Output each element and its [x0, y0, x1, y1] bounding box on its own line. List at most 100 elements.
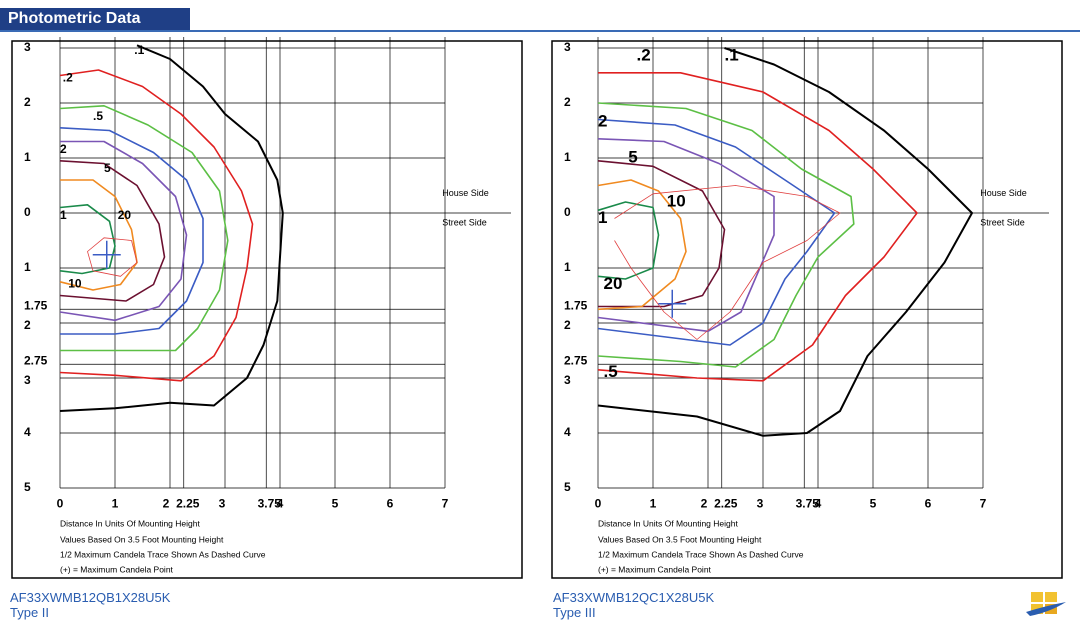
isofootcandle-contour [597, 102, 855, 368]
y-axis-label: 2 [24, 95, 31, 109]
note: 1/2 Maximum Candela Trace Shown As Dashe… [60, 549, 266, 559]
isofootcandle-contour [59, 160, 166, 302]
y-axis-label: 4 [564, 425, 571, 439]
y-axis-label: 3 [24, 40, 31, 54]
contour-label: 5 [628, 147, 637, 166]
side-label: Street Side [980, 217, 1025, 227]
contour-label: 20 [118, 208, 132, 222]
y-axis-label: 1.75 [564, 298, 588, 312]
logo [1026, 592, 1066, 616]
isofootcandle-contour [597, 201, 660, 280]
y-axis-label: 3 [564, 373, 571, 387]
isofootcandle-contour [597, 160, 726, 308]
y-axis-label: 5 [564, 480, 571, 494]
isofootcandle-contour [597, 47, 973, 437]
isofootcandle-contour [597, 138, 775, 333]
y-axis-label: 2 [24, 318, 31, 332]
note: Values Based On 3.5 Foot Mounting Height [598, 534, 762, 544]
y-axis-label: 2.75 [564, 353, 588, 367]
contour-label: .5 [93, 109, 103, 123]
y-axis-label: 2.75 [24, 353, 48, 367]
x-axis-label: 3 [219, 497, 226, 511]
x-axis-label: 7 [980, 497, 987, 511]
max-candela-point [92, 240, 121, 269]
note: Values Based On 3.5 Foot Mounting Height [60, 534, 224, 544]
panel-frame [551, 40, 1063, 579]
max-candela-point [658, 289, 687, 318]
isofootcandle-contour [597, 118, 836, 346]
isofootcandle-contour [59, 204, 116, 275]
caption-model: AF33XWMB12QC1X28U5K [553, 590, 715, 605]
y-axis-label: 1 [24, 150, 31, 164]
y-axis-label: 1.75 [24, 298, 48, 312]
x-axis-label: 3 [757, 497, 764, 511]
note: 1/2 Maximum Candela Trace Shown As Dashe… [598, 549, 804, 559]
contour-label: 20 [604, 274, 623, 293]
contour-label: .1 [725, 46, 739, 65]
x-axis-label: 4 [815, 497, 822, 511]
x-axis-label: 2.25 [176, 497, 200, 511]
contour-label: .1 [134, 43, 144, 57]
isofootcandle-contour [597, 72, 918, 382]
x-axis-label: 2 [701, 497, 708, 511]
x-axis-label: 7 [442, 497, 449, 511]
contour-label: 2 [598, 112, 607, 131]
contour-label: 1 [598, 208, 607, 227]
x-axis-label: 6 [925, 497, 932, 511]
x-axis-label: 0 [57, 497, 64, 511]
note: Distance In Units Of Mounting Height [60, 518, 200, 528]
x-axis-label: 5 [870, 497, 877, 511]
y-axis-label: 1 [564, 150, 571, 164]
y-axis-label: 3 [564, 40, 571, 54]
y-axis-label: 1 [564, 260, 571, 274]
y-axis-label: 3 [24, 373, 31, 387]
x-axis-label: 2 [163, 497, 170, 511]
x-axis-label: 5 [332, 497, 339, 511]
x-axis-label: 3.75 [796, 497, 820, 511]
caption-model: AF33XWMB12QB1X28U5K [10, 590, 171, 605]
caption: AF33XWMB12QC1X28U5K Type III [553, 590, 714, 620]
header-rule [0, 30, 1080, 32]
contour-label: 10 [667, 191, 686, 210]
y-axis-label: 0 [24, 205, 31, 219]
contour-label: .2 [637, 46, 651, 65]
caption-type: Type II [10, 605, 50, 620]
y-axis-label: 1 [24, 260, 31, 274]
isofootcandle-contour [59, 105, 229, 352]
y-axis-label: 2 [564, 95, 571, 109]
caption-type: Type III [553, 605, 596, 620]
section-title: Photometric Data [0, 8, 190, 30]
side-label: House Side [980, 188, 1027, 198]
isofootcandle-contour [59, 69, 254, 382]
isofootcandle-contour [59, 140, 188, 322]
y-axis-label: 4 [24, 425, 31, 439]
isofootcandle-contour [59, 44, 284, 412]
note: (+) = Maximum Candela Point [598, 564, 712, 574]
x-axis-label: 1 [650, 497, 657, 511]
side-label: Street Side [442, 217, 487, 227]
contour-label: 10 [68, 277, 82, 291]
x-axis-label: 4 [277, 497, 284, 511]
panel-frame [11, 40, 523, 579]
y-axis-label: 0 [564, 205, 571, 219]
x-axis-label: 1 [112, 497, 119, 511]
isofootcandle-contour [614, 185, 841, 340]
y-axis-label: 5 [24, 480, 31, 494]
y-axis-label: 2 [564, 318, 571, 332]
note: Distance In Units Of Mounting Height [598, 518, 738, 528]
x-axis-label: 2.25 [714, 497, 738, 511]
contour-label: 2 [60, 142, 67, 156]
x-axis-label: 0 [595, 497, 602, 511]
x-axis-label: 6 [387, 497, 394, 511]
contour-label: 1 [60, 208, 67, 222]
note: (+) = Maximum Candela Point [60, 564, 174, 574]
contour-label: .2 [63, 70, 73, 84]
contour-label: 5 [104, 161, 111, 175]
x-axis-label: 3.75 [258, 497, 282, 511]
caption: AF33XWMB12QB1X28U5K Type II [10, 590, 170, 620]
side-label: House Side [442, 188, 489, 198]
isofootcandle-contour [597, 179, 687, 311]
contour-label: .5 [604, 362, 618, 381]
